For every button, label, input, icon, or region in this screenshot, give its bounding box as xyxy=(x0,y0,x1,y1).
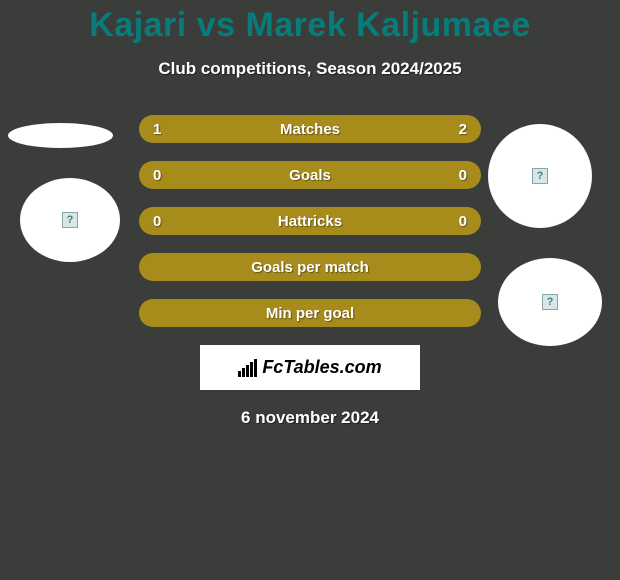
stat-row-matches: 1 Matches 2 xyxy=(139,115,481,143)
stat-row-goals: 0 Goals 0 xyxy=(139,161,481,189)
placeholder-image-icon: ? xyxy=(532,168,548,184)
date-text: 6 november 2024 xyxy=(0,408,620,428)
placeholder-image-icon: ? xyxy=(62,212,78,228)
player-avatar-left: ? xyxy=(20,178,120,262)
stat-label: Hattricks xyxy=(139,213,481,230)
badge-text: FcTables.com xyxy=(262,357,381,378)
stat-label: Min per goal xyxy=(139,305,481,322)
player-avatar-right-1: ? xyxy=(488,124,592,228)
decorative-ellipse-left xyxy=(8,123,113,148)
stat-label: Matches xyxy=(139,121,481,138)
page-title: Kajari vs Marek Kaljumaee xyxy=(0,0,620,45)
fctables-badge: FcTables.com xyxy=(200,345,420,390)
stat-label: Goals per match xyxy=(139,259,481,276)
stats-container: 1 Matches 2 0 Goals 0 0 Hattricks 0 Goal… xyxy=(139,115,481,327)
stat-row-hattricks: 0 Hattricks 0 xyxy=(139,207,481,235)
stat-row-min-per-goal: Min per goal xyxy=(139,299,481,327)
stat-row-goals-per-match: Goals per match xyxy=(139,253,481,281)
stat-label: Goals xyxy=(139,167,481,184)
player-avatar-right-2: ? xyxy=(498,258,602,346)
page-subtitle: Club competitions, Season 2024/2025 xyxy=(0,59,620,79)
bars-icon xyxy=(238,359,258,377)
placeholder-image-icon: ? xyxy=(542,294,558,310)
